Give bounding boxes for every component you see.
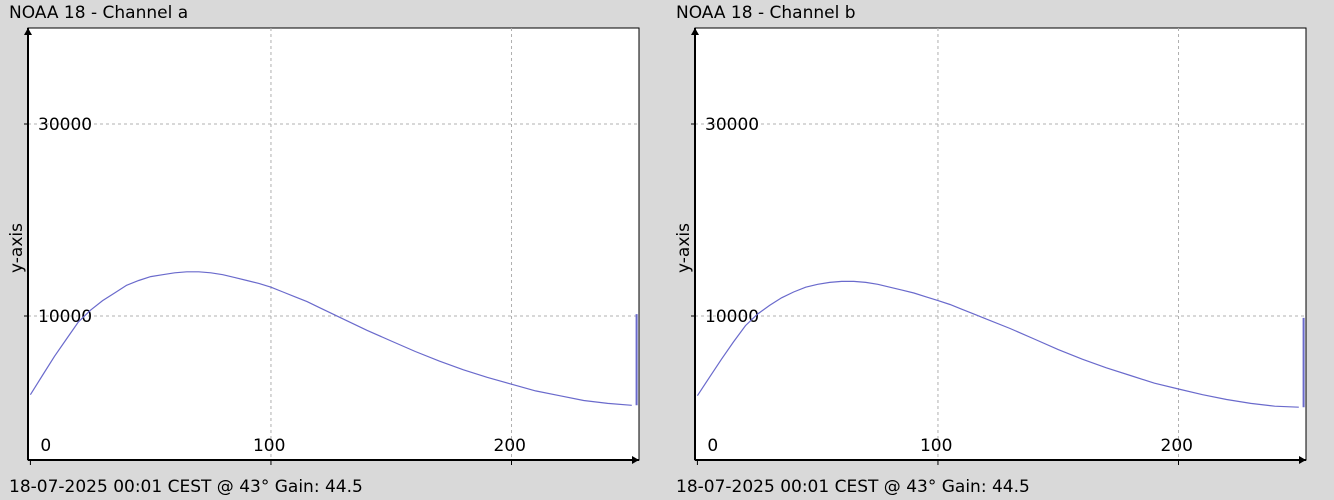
plot-area <box>27 27 640 461</box>
y-tick-label: 30000 <box>705 115 759 135</box>
data-series-line <box>696 280 1299 408</box>
chart-plot-channel-b: 0 100 200 10000 30000 y-axis <box>674 27 1307 465</box>
x-tick-label: 0 <box>40 436 51 456</box>
chart-panel-channel-a: NOAA 18 - Channel a 0 100 200 10000 30000 y-a… <box>0 0 660 500</box>
y-axis-label: y-axis <box>674 223 694 273</box>
y-axis-label: y-axis <box>7 223 27 273</box>
x-tick-label: 0 <box>707 436 718 456</box>
x-tick-label: 100 <box>253 436 285 456</box>
chart-title: NOAA 18 - Channel b <box>676 3 856 23</box>
chart-title: NOAA 18 - Channel a <box>9 3 189 23</box>
y-tick-label: 10000 <box>705 307 759 327</box>
y-axis-arrow <box>24 28 32 35</box>
x-axis-arrow <box>1299 456 1306 464</box>
x-tick-label: 200 <box>1161 436 1193 456</box>
data-series-line <box>29 271 632 406</box>
chart-footer: 18-07-2025 00:01 CEST @ 43° Gain: 44.5 <box>9 477 363 497</box>
plot-area <box>694 27 1307 461</box>
chart-panel-channel-b: NOAA 18 - Channel b 0 100 200 10000 30000 y-a… <box>667 0 1327 500</box>
y-axis-arrow <box>691 28 699 35</box>
x-tick-label: 200 <box>494 436 526 456</box>
chart-footer: 18-07-2025 00:01 CEST @ 43° Gain: 44.5 <box>676 477 1030 497</box>
y-tick-label: 30000 <box>38 115 92 135</box>
x-axis-arrow <box>632 456 639 464</box>
x-tick-label: 100 <box>920 436 952 456</box>
